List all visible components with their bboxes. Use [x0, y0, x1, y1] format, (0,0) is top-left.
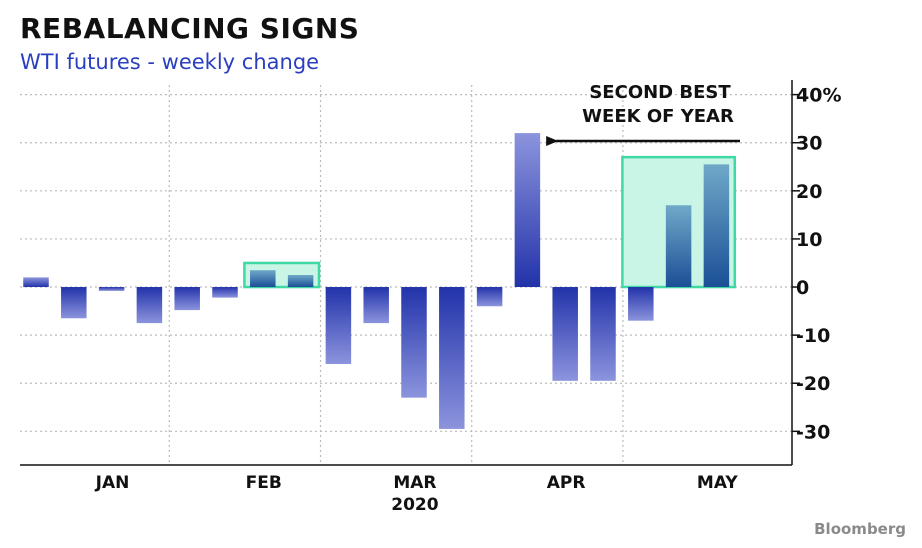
- bar: [61, 287, 87, 319]
- bar: [363, 287, 389, 324]
- month-dividers: [168, 85, 624, 465]
- y-tick-label: 40%: [796, 85, 841, 107]
- bar: [590, 287, 616, 381]
- annotation-line1: SECOND BEST: [589, 82, 731, 103]
- highlight-boxes: [243, 155, 737, 289]
- y-tick-label: -10: [796, 325, 830, 347]
- x-tick-label: MAR: [393, 473, 436, 493]
- bar: [250, 270, 276, 288]
- bar: [476, 287, 503, 307]
- x-tick-label: MAY: [697, 473, 738, 493]
- y-tick-label: -30: [796, 421, 830, 443]
- bar: [325, 287, 352, 364]
- y-tick-label: 0: [796, 277, 809, 299]
- bar: [439, 287, 465, 429]
- bar: [212, 287, 238, 298]
- x-tick-label: 2020: [391, 495, 438, 515]
- source-label: Bloomberg: [814, 520, 906, 538]
- annotation: SECOND BEST WEEK OF YEAR: [546, 82, 740, 146]
- bar: [136, 287, 163, 324]
- bar: [514, 133, 541, 288]
- bar: [552, 287, 578, 381]
- annotation-line2: WEEK OF YEAR: [582, 106, 734, 127]
- x-tick-label: FEB: [246, 473, 282, 493]
- bar: [703, 164, 730, 288]
- bar: [665, 205, 692, 288]
- bar: [174, 287, 200, 311]
- y-tick-label: 20: [796, 181, 822, 203]
- y-tick-label: 30: [796, 133, 822, 155]
- y-tick-label: -20: [796, 373, 830, 395]
- bar: [287, 275, 314, 288]
- bar: [628, 287, 654, 321]
- chart-subtitle: WTI futures - weekly change: [20, 50, 320, 74]
- bars: [23, 133, 730, 429]
- chart-title: REBALANCING SIGNS: [20, 12, 360, 45]
- x-tick-label: APR: [547, 473, 586, 493]
- bar: [23, 277, 49, 288]
- y-tick-label: 10: [796, 229, 822, 251]
- bar: [98, 287, 125, 291]
- x-tick-label: JAN: [95, 473, 130, 493]
- y-axis: 40% 30 20 10 0 -10 -20 -30: [20, 80, 841, 466]
- bar: [401, 287, 427, 398]
